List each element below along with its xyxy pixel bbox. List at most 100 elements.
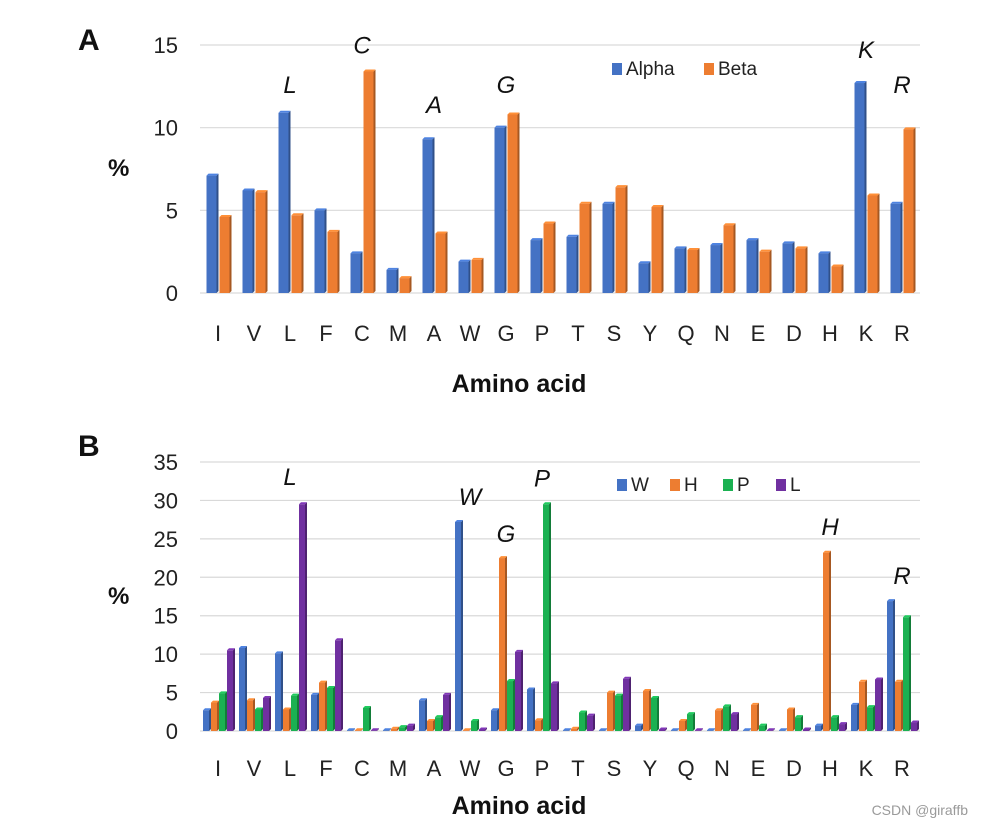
bar-top	[551, 681, 559, 684]
bar-face	[831, 717, 837, 731]
bar-face	[479, 729, 485, 731]
bar-face	[551, 683, 557, 731]
bar-side	[721, 708, 723, 731]
panel-letter-b: B	[78, 430, 100, 463]
bar-top	[803, 727, 811, 730]
bar-face	[731, 714, 737, 731]
bar-face	[327, 231, 338, 293]
bar-top	[275, 651, 283, 654]
category-label-V: V	[247, 321, 262, 346]
bar-side	[901, 679, 903, 731]
bar-top	[743, 728, 751, 731]
bar-face	[458, 261, 469, 293]
bar-face	[291, 215, 302, 293]
bar-top	[818, 251, 831, 254]
bar-alpha-P	[530, 238, 543, 293]
bar-l-F	[335, 638, 343, 731]
bar-face	[407, 725, 413, 731]
bar-top	[875, 677, 883, 680]
bar-beta-V	[255, 190, 268, 293]
bar-alpha-Y	[638, 261, 651, 293]
bar-face	[615, 187, 626, 293]
bar-side	[909, 615, 911, 731]
category-label-N: N	[714, 321, 730, 346]
bar-beta-P	[543, 221, 556, 293]
bar-top	[515, 649, 523, 652]
bar-side	[305, 502, 307, 731]
bar-top	[311, 692, 319, 695]
bar-top	[530, 238, 543, 241]
bar-side	[517, 112, 520, 293]
bar-beta-I	[219, 214, 232, 293]
bar-p-P	[543, 502, 551, 731]
bar-side	[713, 728, 715, 731]
bar-top	[494, 125, 507, 128]
bar-top	[599, 728, 607, 731]
bar-top	[247, 698, 255, 701]
category-label-D: D	[786, 756, 802, 781]
bar-top	[543, 221, 556, 224]
bar-face	[242, 190, 253, 293]
bar-p-N	[723, 704, 731, 731]
bar-top	[507, 112, 520, 115]
bar-side	[841, 264, 844, 293]
bar-top	[710, 243, 723, 246]
annotation-G: G	[497, 72, 516, 99]
bar-top	[350, 251, 363, 254]
bar-top	[823, 550, 831, 553]
bar-face	[687, 250, 698, 293]
bar-face	[283, 709, 289, 731]
panel-a-bars	[206, 69, 916, 294]
bar-side	[485, 727, 487, 731]
bar-top	[602, 201, 615, 204]
watermark: CSDN @giraffb	[871, 802, 968, 818]
bar-side	[805, 246, 808, 293]
bar-l-N	[731, 712, 739, 731]
category-label-L: L	[284, 756, 296, 781]
bar-top	[659, 727, 667, 730]
category-label-M: M	[389, 756, 407, 781]
legend-label: Alpha	[626, 59, 675, 80]
bar-top	[795, 715, 803, 718]
bar-side	[325, 680, 327, 731]
category-label-R: R	[894, 321, 910, 346]
bar-top	[471, 257, 484, 260]
bar-side	[341, 638, 343, 731]
bar-beta-R	[903, 127, 916, 293]
bar-h-P	[535, 718, 543, 731]
bar-side	[792, 241, 795, 293]
bar-face	[419, 700, 425, 731]
bar-p-G	[507, 679, 515, 731]
bar-p-R	[903, 615, 911, 731]
bar-side	[785, 728, 787, 731]
bar-side	[373, 69, 376, 293]
bar-face	[275, 653, 281, 731]
bar-face	[227, 650, 233, 731]
bar-face	[651, 697, 657, 731]
bar-top	[890, 201, 903, 204]
bar-side	[229, 214, 232, 293]
legend-item-alpha: Alpha	[612, 59, 675, 80]
category-label-W: W	[460, 756, 481, 781]
bar-side	[265, 190, 268, 293]
bar-face	[695, 730, 701, 731]
y-tick-label: 30	[154, 488, 178, 513]
bar-alpha-D	[782, 241, 795, 293]
bar-p-A	[435, 715, 443, 731]
category-label-H: H	[822, 321, 838, 346]
bar-p-C	[363, 705, 371, 731]
bar-l-T	[587, 713, 595, 731]
bar-side	[396, 267, 399, 293]
bar-side	[612, 201, 615, 293]
legend-item-l: L	[776, 475, 801, 496]
bar-side	[445, 231, 448, 293]
bar-side	[389, 728, 391, 731]
category-label-C: C	[354, 756, 370, 781]
bar-l-V	[263, 695, 271, 731]
bar-face	[347, 730, 353, 731]
bar-side	[821, 723, 823, 731]
bar-face	[643, 691, 649, 731]
legend-item-p: P	[723, 475, 750, 496]
bar-face	[674, 248, 685, 293]
